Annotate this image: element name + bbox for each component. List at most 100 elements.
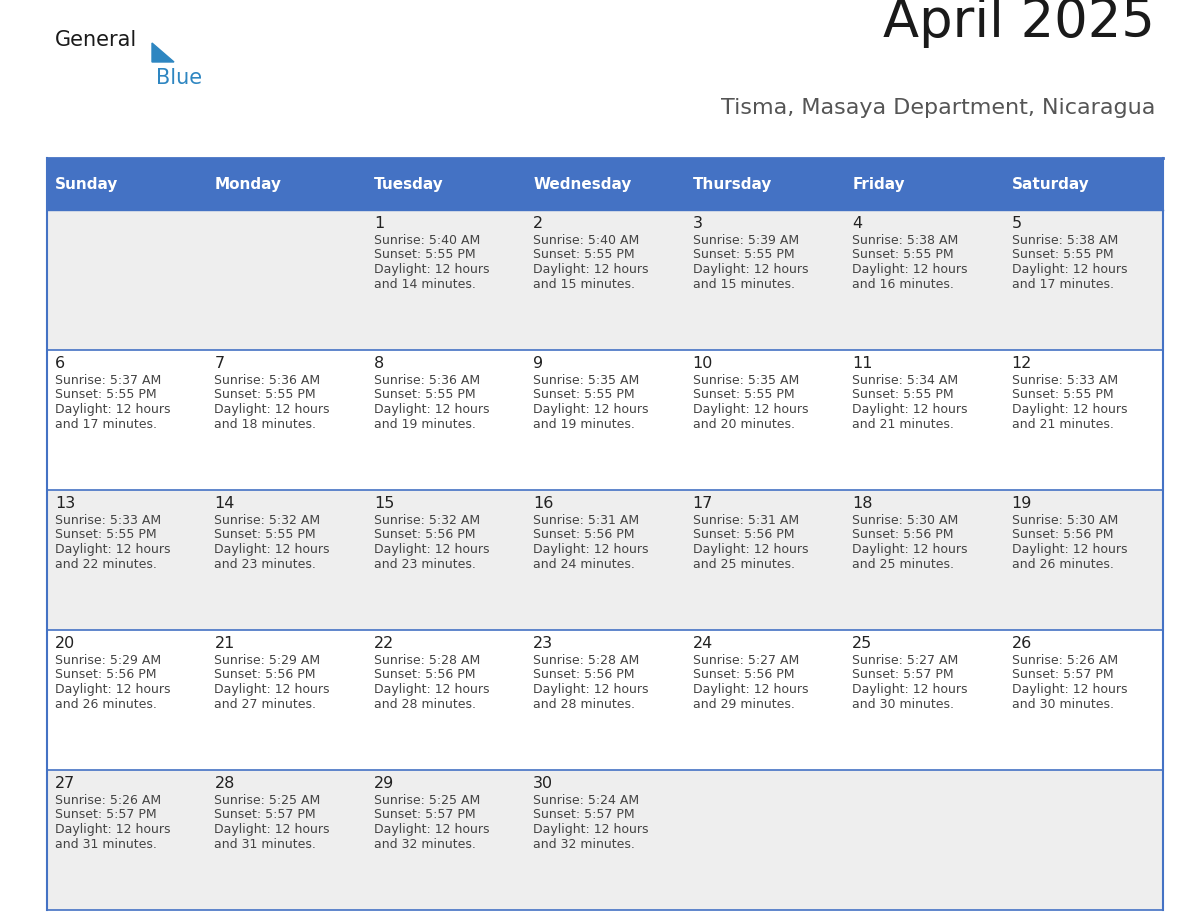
Text: Sunrise: 5:28 AM: Sunrise: 5:28 AM [374,654,480,667]
Text: 12: 12 [1011,356,1032,371]
Text: and 18 minutes.: and 18 minutes. [214,418,316,431]
Text: Sunset: 5:56 PM: Sunset: 5:56 PM [374,668,475,681]
Text: Sunrise: 5:25 AM: Sunrise: 5:25 AM [214,794,321,807]
Text: and 24 minutes.: and 24 minutes. [533,557,636,570]
Text: Sunrise: 5:40 AM: Sunrise: 5:40 AM [374,234,480,247]
Text: and 26 minutes.: and 26 minutes. [1011,557,1113,570]
Bar [48,490,1163,630]
Text: Sunset: 5:55 PM: Sunset: 5:55 PM [214,529,316,542]
Text: and 21 minutes.: and 21 minutes. [852,418,954,431]
Text: 23: 23 [533,636,554,651]
Text: Sunrise: 5:33 AM: Sunrise: 5:33 AM [1011,374,1118,387]
Text: Sunrise: 5:32 AM: Sunrise: 5:32 AM [214,514,321,527]
Text: Daylight: 12 hours: Daylight: 12 hours [852,543,968,556]
Text: Sunrise: 5:29 AM: Sunrise: 5:29 AM [55,654,162,667]
Text: 16: 16 [533,496,554,511]
Text: Sunrise: 5:27 AM: Sunrise: 5:27 AM [852,654,959,667]
Text: and 23 minutes.: and 23 minutes. [214,557,316,570]
Text: Sunrise: 5:30 AM: Sunrise: 5:30 AM [852,514,959,527]
Text: Sunset: 5:57 PM: Sunset: 5:57 PM [533,809,634,822]
Text: 8: 8 [374,356,384,371]
Text: Sunrise: 5:39 AM: Sunrise: 5:39 AM [693,234,798,247]
Text: Daylight: 12 hours: Daylight: 12 hours [693,403,808,416]
Text: Daylight: 12 hours: Daylight: 12 hours [533,543,649,556]
Text: 11: 11 [852,356,873,371]
Text: Daylight: 12 hours: Daylight: 12 hours [1011,543,1127,556]
Text: 29: 29 [374,776,394,791]
Text: and 20 minutes.: and 20 minutes. [693,418,795,431]
Text: Daylight: 12 hours: Daylight: 12 hours [693,263,808,276]
Text: Tuesday: Tuesday [374,176,443,192]
Text: 1: 1 [374,216,384,231]
Text: Sunrise: 5:28 AM: Sunrise: 5:28 AM [533,654,639,667]
Text: Sunrise: 5:38 AM: Sunrise: 5:38 AM [852,234,959,247]
Text: and 16 minutes.: and 16 minutes. [852,277,954,290]
Text: Daylight: 12 hours: Daylight: 12 hours [533,683,649,696]
Text: and 22 minutes.: and 22 minutes. [55,557,157,570]
Text: Monday: Monday [214,176,282,192]
Text: April 2025: April 2025 [883,0,1155,48]
Text: and 27 minutes.: and 27 minutes. [214,698,316,711]
Text: 19: 19 [1011,496,1032,511]
Text: and 25 minutes.: and 25 minutes. [693,557,795,570]
Text: Daylight: 12 hours: Daylight: 12 hours [374,543,489,556]
Text: and 17 minutes.: and 17 minutes. [1011,277,1113,290]
Bar [48,210,1163,350]
Text: Sunset: 5:56 PM: Sunset: 5:56 PM [693,529,795,542]
Text: Sunset: 5:55 PM: Sunset: 5:55 PM [1011,388,1113,401]
Text: Sunset: 5:56 PM: Sunset: 5:56 PM [533,668,634,681]
Bar [48,158,1163,210]
Text: and 19 minutes.: and 19 minutes. [533,418,636,431]
Text: 9: 9 [533,356,543,371]
Text: 30: 30 [533,776,554,791]
Text: and 15 minutes.: and 15 minutes. [533,277,636,290]
Text: Saturday: Saturday [1011,176,1089,192]
Text: Sunrise: 5:31 AM: Sunrise: 5:31 AM [533,514,639,527]
Bar [48,350,1163,490]
Text: Daylight: 12 hours: Daylight: 12 hours [55,403,171,416]
Text: Sunrise: 5:26 AM: Sunrise: 5:26 AM [1011,654,1118,667]
Text: Sunset: 5:56 PM: Sunset: 5:56 PM [214,668,316,681]
Text: Daylight: 12 hours: Daylight: 12 hours [55,543,171,556]
Text: and 31 minutes.: and 31 minutes. [214,837,316,850]
Text: Sunset: 5:56 PM: Sunset: 5:56 PM [852,529,954,542]
Text: 14: 14 [214,496,235,511]
Text: General: General [55,30,138,50]
Text: Sunset: 5:55 PM: Sunset: 5:55 PM [214,388,316,401]
Text: Sunrise: 5:36 AM: Sunrise: 5:36 AM [374,374,480,387]
Text: Daylight: 12 hours: Daylight: 12 hours [374,403,489,416]
Text: 27: 27 [55,776,75,791]
Text: Sunset: 5:57 PM: Sunset: 5:57 PM [852,668,954,681]
Text: 4: 4 [852,216,862,231]
Text: Daylight: 12 hours: Daylight: 12 hours [533,403,649,416]
Text: Sunset: 5:55 PM: Sunset: 5:55 PM [55,388,157,401]
Text: 17: 17 [693,496,713,511]
Text: 20: 20 [55,636,75,651]
Text: Daylight: 12 hours: Daylight: 12 hours [55,683,171,696]
Text: 24: 24 [693,636,713,651]
Text: Daylight: 12 hours: Daylight: 12 hours [852,403,968,416]
Text: Daylight: 12 hours: Daylight: 12 hours [374,263,489,276]
Text: 21: 21 [214,636,235,651]
Polygon shape [152,43,173,62]
Text: and 15 minutes.: and 15 minutes. [693,277,795,290]
Text: Sunset: 5:55 PM: Sunset: 5:55 PM [533,249,634,262]
Text: Sunrise: 5:35 AM: Sunrise: 5:35 AM [533,374,639,387]
Text: Daylight: 12 hours: Daylight: 12 hours [693,543,808,556]
Text: 7: 7 [214,356,225,371]
Text: Sunrise: 5:34 AM: Sunrise: 5:34 AM [852,374,959,387]
Text: 18: 18 [852,496,873,511]
Text: Sunrise: 5:26 AM: Sunrise: 5:26 AM [55,794,162,807]
Text: 22: 22 [374,636,394,651]
Text: Daylight: 12 hours: Daylight: 12 hours [1011,683,1127,696]
Text: Sunset: 5:57 PM: Sunset: 5:57 PM [374,809,475,822]
Text: Daylight: 12 hours: Daylight: 12 hours [214,823,330,836]
Text: Sunset: 5:55 PM: Sunset: 5:55 PM [374,249,475,262]
Text: Sunset: 5:56 PM: Sunset: 5:56 PM [693,668,795,681]
Text: and 23 minutes.: and 23 minutes. [374,557,475,570]
Text: Sunset: 5:56 PM: Sunset: 5:56 PM [533,529,634,542]
Text: Sunrise: 5:24 AM: Sunrise: 5:24 AM [533,794,639,807]
Text: 5: 5 [1011,216,1022,231]
Text: Daylight: 12 hours: Daylight: 12 hours [214,543,330,556]
Text: Daylight: 12 hours: Daylight: 12 hours [852,683,968,696]
